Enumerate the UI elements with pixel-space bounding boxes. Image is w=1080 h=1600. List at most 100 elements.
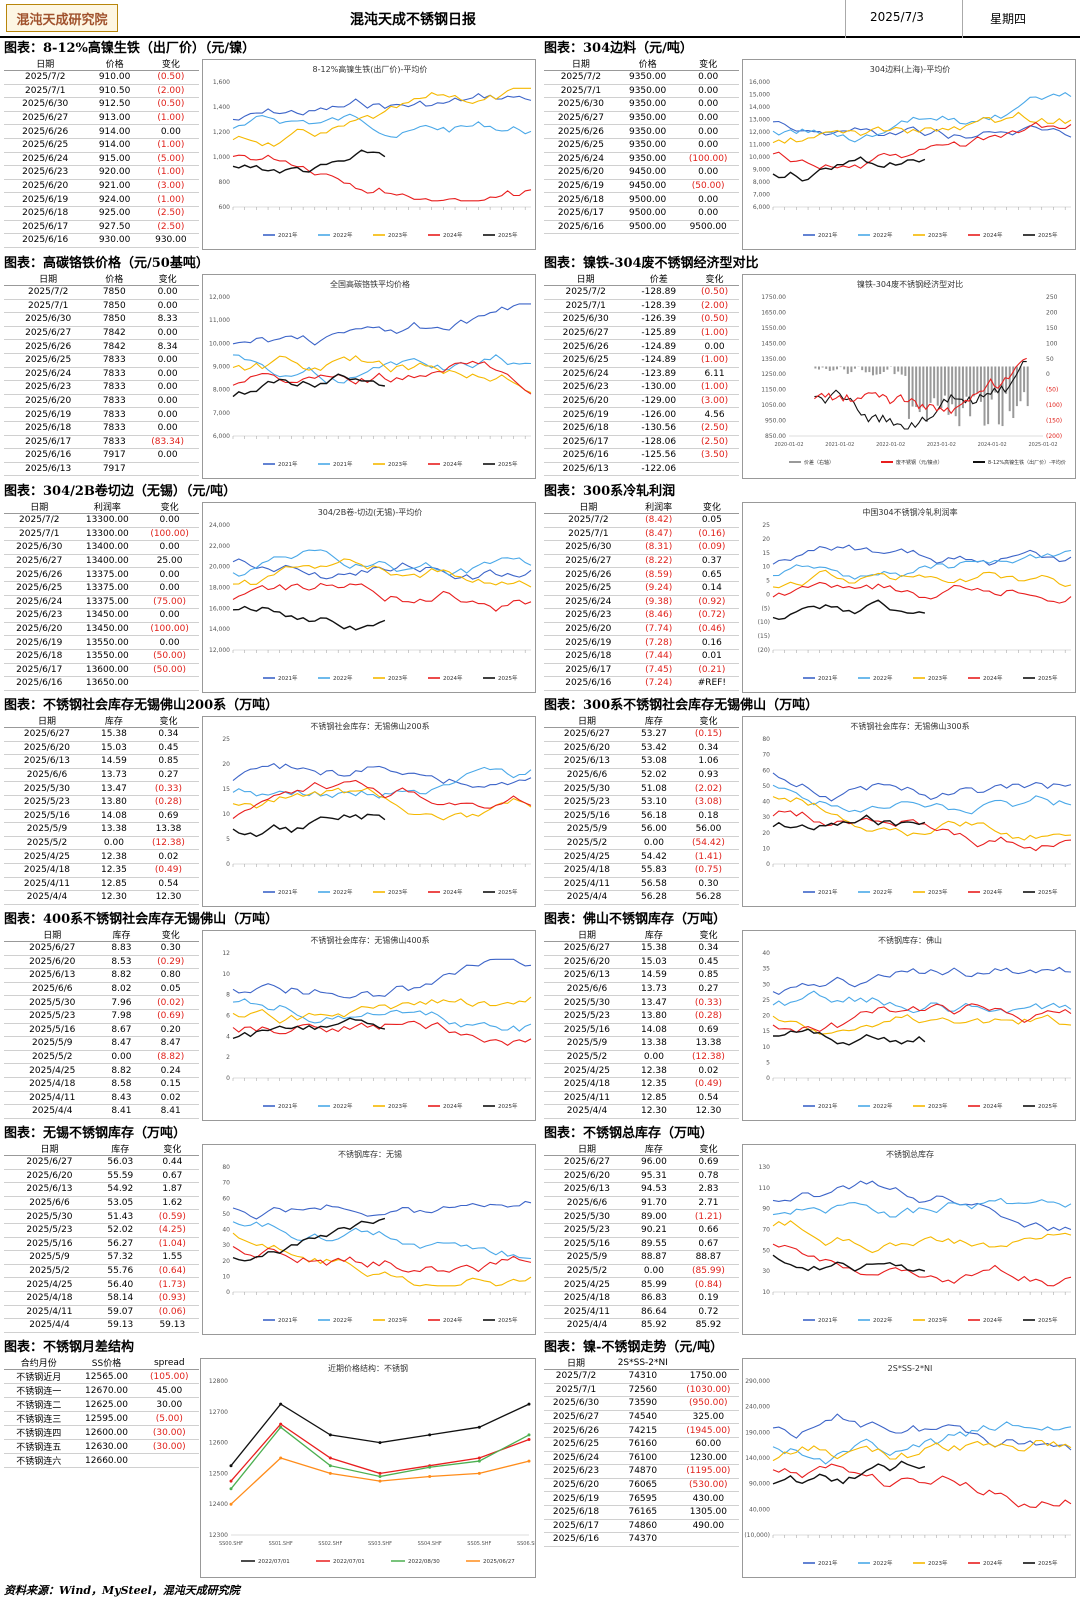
table-cell: 9350.00 (617, 138, 678, 153)
x-tick-label: 2020-01-02 (774, 442, 803, 448)
table-cell: 13300.00 (74, 527, 141, 542)
bar (958, 366, 961, 427)
y2-tick-label: (100) (1046, 402, 1062, 409)
y2-tick-label: (50) (1046, 387, 1058, 394)
table-row: 2025/6/26 (8.59) 0.65 (544, 567, 739, 582)
table-row: 2025/4/25 56.40 (1.73) (4, 1277, 199, 1292)
bar (1026, 366, 1029, 407)
table-row: 2025/5/16 56.18 0.18 (544, 809, 739, 824)
table-cell: 53.27 (629, 727, 678, 742)
bar (904, 366, 907, 376)
table-cell: (4.25) (145, 1223, 199, 1238)
y-tick-label: 50 (762, 783, 770, 790)
y-tick-label: 130 (759, 1164, 771, 1171)
series-line (232, 360, 532, 395)
table-cell: 2025/6/13 (4, 1182, 95, 1197)
table-cell: 2025/6/19 (4, 635, 75, 650)
table-cell: 2025/6/13 (544, 968, 630, 983)
table-row: 2025/5/30 7.96 (0.02) (4, 995, 199, 1010)
table-cell: 7842 (92, 326, 137, 341)
table-row: 2025/6/20 -129.00 (3.00) (544, 394, 739, 409)
series-line (772, 121, 1072, 170)
table-cell: -128.39 (627, 299, 691, 314)
panel-p9: 图表：400系不锈钢社会库存无锡佛山（万吨） 日期 库存 变化 2025/6/27 8.8… (0, 911, 540, 1125)
table-cell: 2025/6/25 (544, 353, 628, 368)
table-cell: 8.82 (100, 968, 143, 983)
table-cell: (8.46) (632, 608, 685, 623)
y-tick-label: 14,000 (749, 104, 770, 111)
table-row: 2025/5/16 8.67 0.20 (4, 1023, 199, 1038)
panel-title: 图表：佛山不锈钢库存（万吨） (544, 912, 727, 927)
table-cell: 2025/6/27 (4, 326, 93, 341)
table-cell: 76160 (607, 1437, 678, 1452)
table-cell: 2025/4/4 (4, 890, 90, 905)
table-cell: 2025/6/30 (544, 1396, 608, 1411)
table-row: 2025/7/2 13300.00 0.00 (4, 513, 199, 528)
table-row: 2025/6/24 (9.38) (0.92) (544, 595, 739, 610)
table-cell: (0.50) (690, 312, 739, 327)
table-cell: 0.67 (677, 1237, 739, 1252)
table-row: 2025/4/25 12.38 0.02 (544, 1063, 739, 1078)
table-cell: 76165 (607, 1505, 678, 1520)
line-chart: 不锈钢总库存 130 110 90 70 50 30 10 2021年 2022年 2023年 202… (759, 1149, 1072, 1324)
table-cell: 0.27 (137, 768, 199, 783)
panel-p1: 图表：8-12%高镍生铁（出厂价）（元/镍） 日期 价格 变化 2025/7/2 910.… (0, 40, 540, 254)
data-table: 日期 库存 变化 2025/6/27 15.38 0.34 2025/6/20 15.03 0.… (544, 928, 739, 1119)
table-header: 日期 (544, 928, 630, 942)
table-header: 日期 (4, 272, 93, 286)
table-cell: 2025/7/2 (544, 513, 633, 528)
table-cell: 2025/4/4 (4, 1318, 95, 1333)
legend-label: 2023年 (388, 674, 408, 682)
table-cell: 914.00 (86, 138, 143, 153)
table-row: 2025/6/20 15.03 0.45 (544, 955, 739, 970)
table-cell: 0.24 (142, 1063, 199, 1078)
table-cell: (0.72) (684, 608, 739, 623)
table-cell: 0.93 (677, 768, 739, 783)
table-row: 2025/6/30 912.50 (0.50) (4, 97, 199, 112)
legend-label: 2025年 (1038, 1316, 1058, 1324)
chart-panel: 镍铁-304废不锈钢经济型对比 1750.00 1650.00 1550.00 1450… (742, 274, 1076, 479)
table-cell: 13.38 (137, 822, 199, 837)
legend-label: 2022年 (333, 888, 353, 896)
y-tick-label: 1,600 (213, 79, 230, 86)
series-line (232, 93, 532, 121)
table-cell: 2025/6/20 (544, 741, 630, 756)
table-cell: 2025/6/6 (544, 768, 630, 783)
table-cell: 2025/6/13 (544, 1182, 630, 1197)
panel-p12: 图表：不锈钢总库存（万吨） 日期 库存 变化 2025/6/27 96.00 0.69 202… (540, 1125, 1080, 1339)
chart-title: 2S*SS-2*NI (888, 1364, 933, 1373)
table-row: 2025/6/27 15.38 0.34 (544, 941, 739, 956)
legend-label: 2025年 (498, 888, 518, 896)
table-cell: 12.30 (629, 1104, 678, 1119)
table-cell: 0.78 (677, 1169, 739, 1184)
table-cell: 2025/6/20 (4, 394, 93, 409)
chart-panel: 不锈钢库存：佛山 40 35 30 25 20 15 10 5 0 2021年 2022年 2023年 2… (742, 930, 1076, 1121)
table-row: 2025/6/23 13450.00 0.00 (4, 608, 199, 623)
legend-label: 2021年 (278, 888, 298, 896)
table-header: 日期 (4, 928, 101, 942)
table-cell: 0.00 (629, 1264, 678, 1279)
table-row: 2025/4/11 8.43 0.02 (4, 1091, 199, 1106)
table-row: 2025/6/18 -130.56 (2.50) (544, 421, 739, 436)
table-row: 2025/7/1 9350.00 0.00 (544, 84, 739, 99)
table-cell: 15.38 (89, 727, 138, 742)
y-tick-label: 12 (222, 950, 230, 957)
table-cell: 2025/6/27 (4, 941, 101, 956)
table-cell: 2025/6/27 (544, 727, 630, 742)
y-tick-label: 18,000 (209, 585, 230, 592)
table-row: 2025/6/19 9450.00 (50.00) (544, 179, 739, 194)
y2-tick-label: (150) (1046, 418, 1062, 425)
table-cell: (7.45) (632, 663, 685, 678)
table-cell: 430.00 (677, 1491, 739, 1506)
chart-panel: 中国304不锈钢冷轧利润率 25 20 15 10 5 0 (5) (10) (15) (20) 20… (742, 502, 1076, 693)
table-cell: 8.34 (136, 339, 199, 354)
table-cell: 9450.00 (617, 165, 678, 180)
table-cell: (0.49) (677, 1077, 739, 1092)
table-cell (136, 462, 199, 477)
table-header: 日期 (544, 272, 628, 286)
y-tick-label: 1150.00 (761, 387, 786, 394)
legend-label: 2021年 (818, 1559, 838, 1567)
panel-p5: 图表：304/2B卷切边（无锡）（元/吨） 日期 利润率 变化 2025/7/2 1330… (0, 483, 540, 697)
table-cell: 0.00 (140, 635, 199, 650)
table-cell: 915.00 (86, 152, 143, 167)
